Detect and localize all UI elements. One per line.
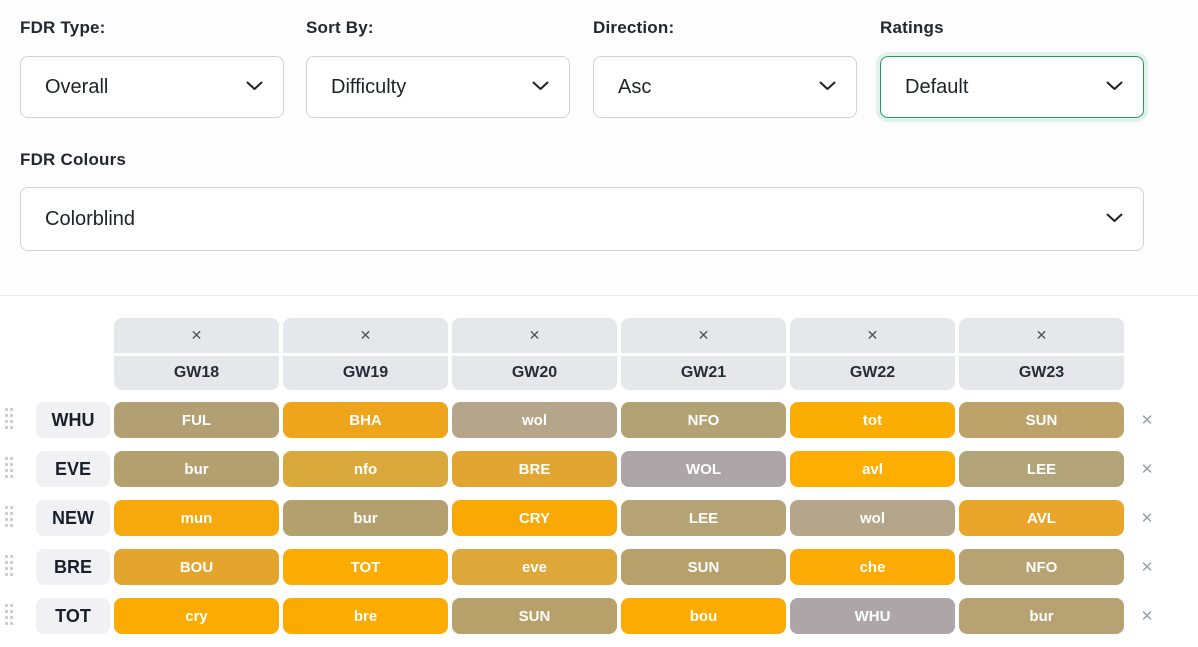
fdr-colours-label: FDR Colours bbox=[20, 150, 127, 169]
ratings-select[interactable]: Default bbox=[880, 56, 1144, 118]
fixture-cell: nfo bbox=[283, 451, 448, 487]
team-row: TOT cry bre SUN bou WHU bur ✕ bbox=[3, 598, 1166, 634]
fixture-cell: bou bbox=[621, 598, 786, 634]
team-row: EVE bur nfo BRE WOL avl LEE ✕ bbox=[3, 451, 1166, 487]
gameweek-header: GW22 bbox=[790, 356, 955, 390]
team-name: TOT bbox=[36, 598, 110, 634]
remove-gameweek-button[interactable]: ✕ bbox=[452, 318, 617, 353]
fixture-cell: wol bbox=[790, 500, 955, 536]
close-icon: ✕ bbox=[866, 327, 879, 343]
fixture-cell: bur bbox=[114, 451, 279, 487]
gameweek-header: GW18 bbox=[114, 356, 279, 390]
close-icon: ✕ bbox=[190, 327, 203, 343]
close-icon: ✕ bbox=[359, 327, 372, 343]
chevron-down-icon bbox=[819, 78, 836, 96]
close-icon: ✕ bbox=[528, 327, 541, 343]
fixture-cell: wol bbox=[452, 402, 617, 438]
filters-section: FDR Type: Overall Sort By: Difficulty Di… bbox=[0, 0, 1198, 296]
sort-by-value: Difficulty bbox=[331, 75, 407, 98]
fixture-cell: WOL bbox=[621, 451, 786, 487]
direction-value: Asc bbox=[618, 75, 652, 98]
fixture-cell: TOT bbox=[283, 549, 448, 585]
fixture-cell: SUN bbox=[959, 402, 1124, 438]
sort-by-select[interactable]: Difficulty bbox=[306, 56, 570, 118]
fixture-cell: BHA bbox=[283, 402, 448, 438]
fixture-cell: mun bbox=[114, 500, 279, 536]
gameweek-header: GW20 bbox=[452, 356, 617, 390]
fixture-cell: LEE bbox=[621, 500, 786, 536]
chevron-down-icon bbox=[1106, 78, 1123, 96]
remove-gameweek-button[interactable]: ✕ bbox=[283, 318, 448, 353]
drag-handle-icon[interactable] bbox=[5, 457, 32, 481]
sort-by-label: Sort By: bbox=[306, 18, 374, 37]
drag-handle-icon[interactable] bbox=[5, 506, 32, 530]
gameweek-header: GW23 bbox=[959, 356, 1124, 390]
remove-team-button[interactable]: ✕ bbox=[1140, 559, 1154, 576]
fixture-cell: BOU bbox=[114, 549, 279, 585]
fixture-cell: che bbox=[790, 549, 955, 585]
fixture-cell: bur bbox=[283, 500, 448, 536]
close-icon: ✕ bbox=[1035, 327, 1048, 343]
fixture-cell: tot bbox=[790, 402, 955, 438]
close-icon: ✕ bbox=[697, 327, 710, 343]
team-row: BRE BOU TOT eve SUN che NFO ✕ bbox=[3, 549, 1166, 585]
fixture-cell: BRE bbox=[452, 451, 617, 487]
team-name: WHU bbox=[36, 402, 110, 438]
team-name: BRE bbox=[36, 549, 110, 585]
ratings-value: Default bbox=[905, 75, 969, 98]
fdr-type-select[interactable]: Overall bbox=[20, 56, 284, 118]
remove-team-button[interactable]: ✕ bbox=[1140, 510, 1154, 527]
fixture-cell: bur bbox=[959, 598, 1124, 634]
chevron-down-icon bbox=[246, 78, 263, 96]
fdr-type-value: Overall bbox=[45, 75, 109, 98]
fixture-cell: WHU bbox=[790, 598, 955, 634]
gameweek-header: GW19 bbox=[283, 356, 448, 390]
gameweek-header: GW21 bbox=[621, 356, 786, 390]
drag-handle-icon[interactable] bbox=[5, 408, 32, 432]
fixture-cell: eve bbox=[452, 549, 617, 585]
direction-select[interactable]: Asc bbox=[593, 56, 857, 118]
fixture-cell: cry bbox=[114, 598, 279, 634]
fixture-cell: AVL bbox=[959, 500, 1124, 536]
fixture-cell: LEE bbox=[959, 451, 1124, 487]
team-name: NEW bbox=[36, 500, 110, 536]
direction-label: Direction: bbox=[593, 18, 675, 37]
remove-gameweek-button[interactable]: ✕ bbox=[621, 318, 786, 353]
remove-gameweek-button[interactable]: ✕ bbox=[959, 318, 1124, 353]
fixture-cell: SUN bbox=[621, 549, 786, 585]
fixture-cell: CRY bbox=[452, 500, 617, 536]
chevron-down-icon bbox=[532, 78, 549, 96]
remove-gameweek-button[interactable]: ✕ bbox=[114, 318, 279, 353]
fdr-colours-select[interactable]: Colorblind bbox=[20, 187, 1144, 251]
ratings-label: Ratings bbox=[880, 18, 944, 37]
chevron-down-icon bbox=[1106, 210, 1123, 228]
remove-gameweek-button[interactable]: ✕ bbox=[790, 318, 955, 353]
fixture-cell: avl bbox=[790, 451, 955, 487]
drag-handle-icon[interactable] bbox=[5, 555, 32, 579]
team-row: WHU FUL BHA wol NFO tot SUN ✕ bbox=[3, 402, 1166, 438]
fixture-cell: NFO bbox=[959, 549, 1124, 585]
fixture-cell: FUL bbox=[114, 402, 279, 438]
drag-handle-icon[interactable] bbox=[5, 604, 32, 628]
fixture-cell: NFO bbox=[621, 402, 786, 438]
fdr-type-label: FDR Type: bbox=[20, 18, 106, 37]
fixture-ticker: ✕ ✕ ✕ ✕ ✕ ✕ GW18 GW19 GW20 GW21 GW22 GW23 WHU FUL BHA w… bbox=[3, 318, 1166, 647]
fixture-cell: SUN bbox=[452, 598, 617, 634]
team-row: NEW mun bur CRY LEE wol AVL ✕ bbox=[3, 500, 1166, 536]
remove-team-button[interactable]: ✕ bbox=[1140, 608, 1154, 625]
remove-team-button[interactable]: ✕ bbox=[1140, 461, 1154, 478]
team-name: EVE bbox=[36, 451, 110, 487]
fdr-colours-value: Colorblind bbox=[45, 207, 136, 230]
remove-team-button[interactable]: ✕ bbox=[1140, 412, 1154, 429]
fixture-cell: bre bbox=[283, 598, 448, 634]
